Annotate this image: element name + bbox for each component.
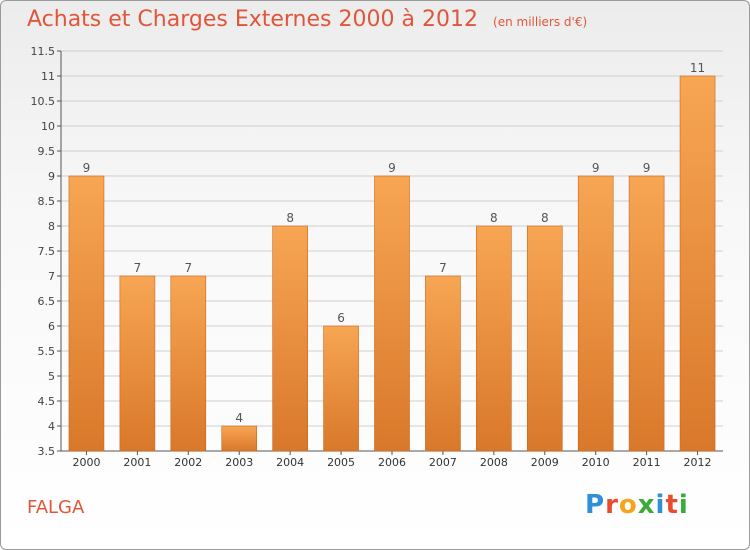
bar-2007 [425,275,461,452]
y-tick-label: 11 [41,70,55,83]
x-tick-label: 2006 [378,456,406,469]
y-tick-label: 10 [41,120,55,133]
bar-2002 [170,275,207,452]
data-label: 7 [134,261,142,275]
x-tick-label: 2005 [327,456,355,469]
bar-2012 [679,75,716,452]
logo-letter: t [665,490,679,520]
proxiti-logo[interactable]: Proxiti [585,490,689,520]
chart-title: Achats et Charges Externes 2000 à 2012 (… [27,7,587,32]
data-label: 8 [286,211,294,225]
city-name: FALGA [27,497,85,518]
bar-2003 [221,425,258,452]
x-tick-label: 2011 [633,456,661,469]
y-tick-label: 7 [48,270,55,283]
y-tick-label: 6.5 [38,295,56,308]
x-tick-label: 2008 [480,456,508,469]
bar-2011 [628,175,665,452]
bar-2008 [476,225,512,452]
y-tick-label: 11.5 [31,45,56,58]
data-label: 9 [388,161,396,175]
data-label: 9 [643,161,651,175]
y-tick-label: 5.5 [38,345,56,358]
y-tick-label: 4 [48,420,55,433]
x-tick-label: 2002 [174,456,202,469]
y-tick-label: 8.5 [38,195,56,208]
data-label: 4 [235,411,243,425]
bar-2004 [272,225,308,452]
bar-2000 [68,175,105,452]
x-tick-label: 2004 [276,456,304,469]
logo-letter: P [585,490,606,520]
data-label: 7 [184,261,192,275]
bar-2009 [526,225,563,452]
x-tick-label: 2000 [72,456,100,469]
data-label: 9 [83,161,91,175]
y-tick-label: 9.5 [38,145,56,158]
y-tick-label: 3.5 [38,445,56,458]
data-label: 6 [337,311,345,325]
bar-2005 [323,325,359,452]
logo-letter: r [605,490,619,520]
title-text: Achats et Charges Externes 2000 à 2012 [27,7,478,32]
data-labels: 9 7 7 4 8 6 9 7 8 8 9 9 11 [83,61,706,425]
x-tick-label: 2009 [531,456,559,469]
x-tick-label: 2007 [429,456,457,469]
bars [68,75,716,452]
logo-letter: i [678,490,689,520]
y-tick-label: 6 [48,320,55,333]
logo-letter: i [655,490,666,520]
y-tick-label: 8 [48,220,55,233]
y-tick-label: 7.5 [38,245,56,258]
y-tick-label: 9 [48,170,55,183]
data-label: 11 [690,61,705,75]
data-label: 9 [592,161,600,175]
logo-letter: x [637,490,656,520]
y-tick-label: 10.5 [31,95,56,108]
data-label: 8 [541,211,549,225]
bar-2010 [577,175,614,452]
x-tick-label: 2012 [684,456,712,469]
logo-letter: o [618,490,638,520]
data-label: 7 [439,261,447,275]
data-label: 8 [490,211,498,225]
bar-2001 [119,275,156,452]
y-tick-label: 4.5 [38,395,56,408]
title-unit: (en milliers d'€) [493,15,588,29]
x-tick-label: 2010 [582,456,610,469]
x-tick-label: 2001 [123,456,151,469]
bar-2006 [374,175,410,452]
x-tick-label: 2003 [225,456,253,469]
y-tick-label: 5 [48,370,55,383]
